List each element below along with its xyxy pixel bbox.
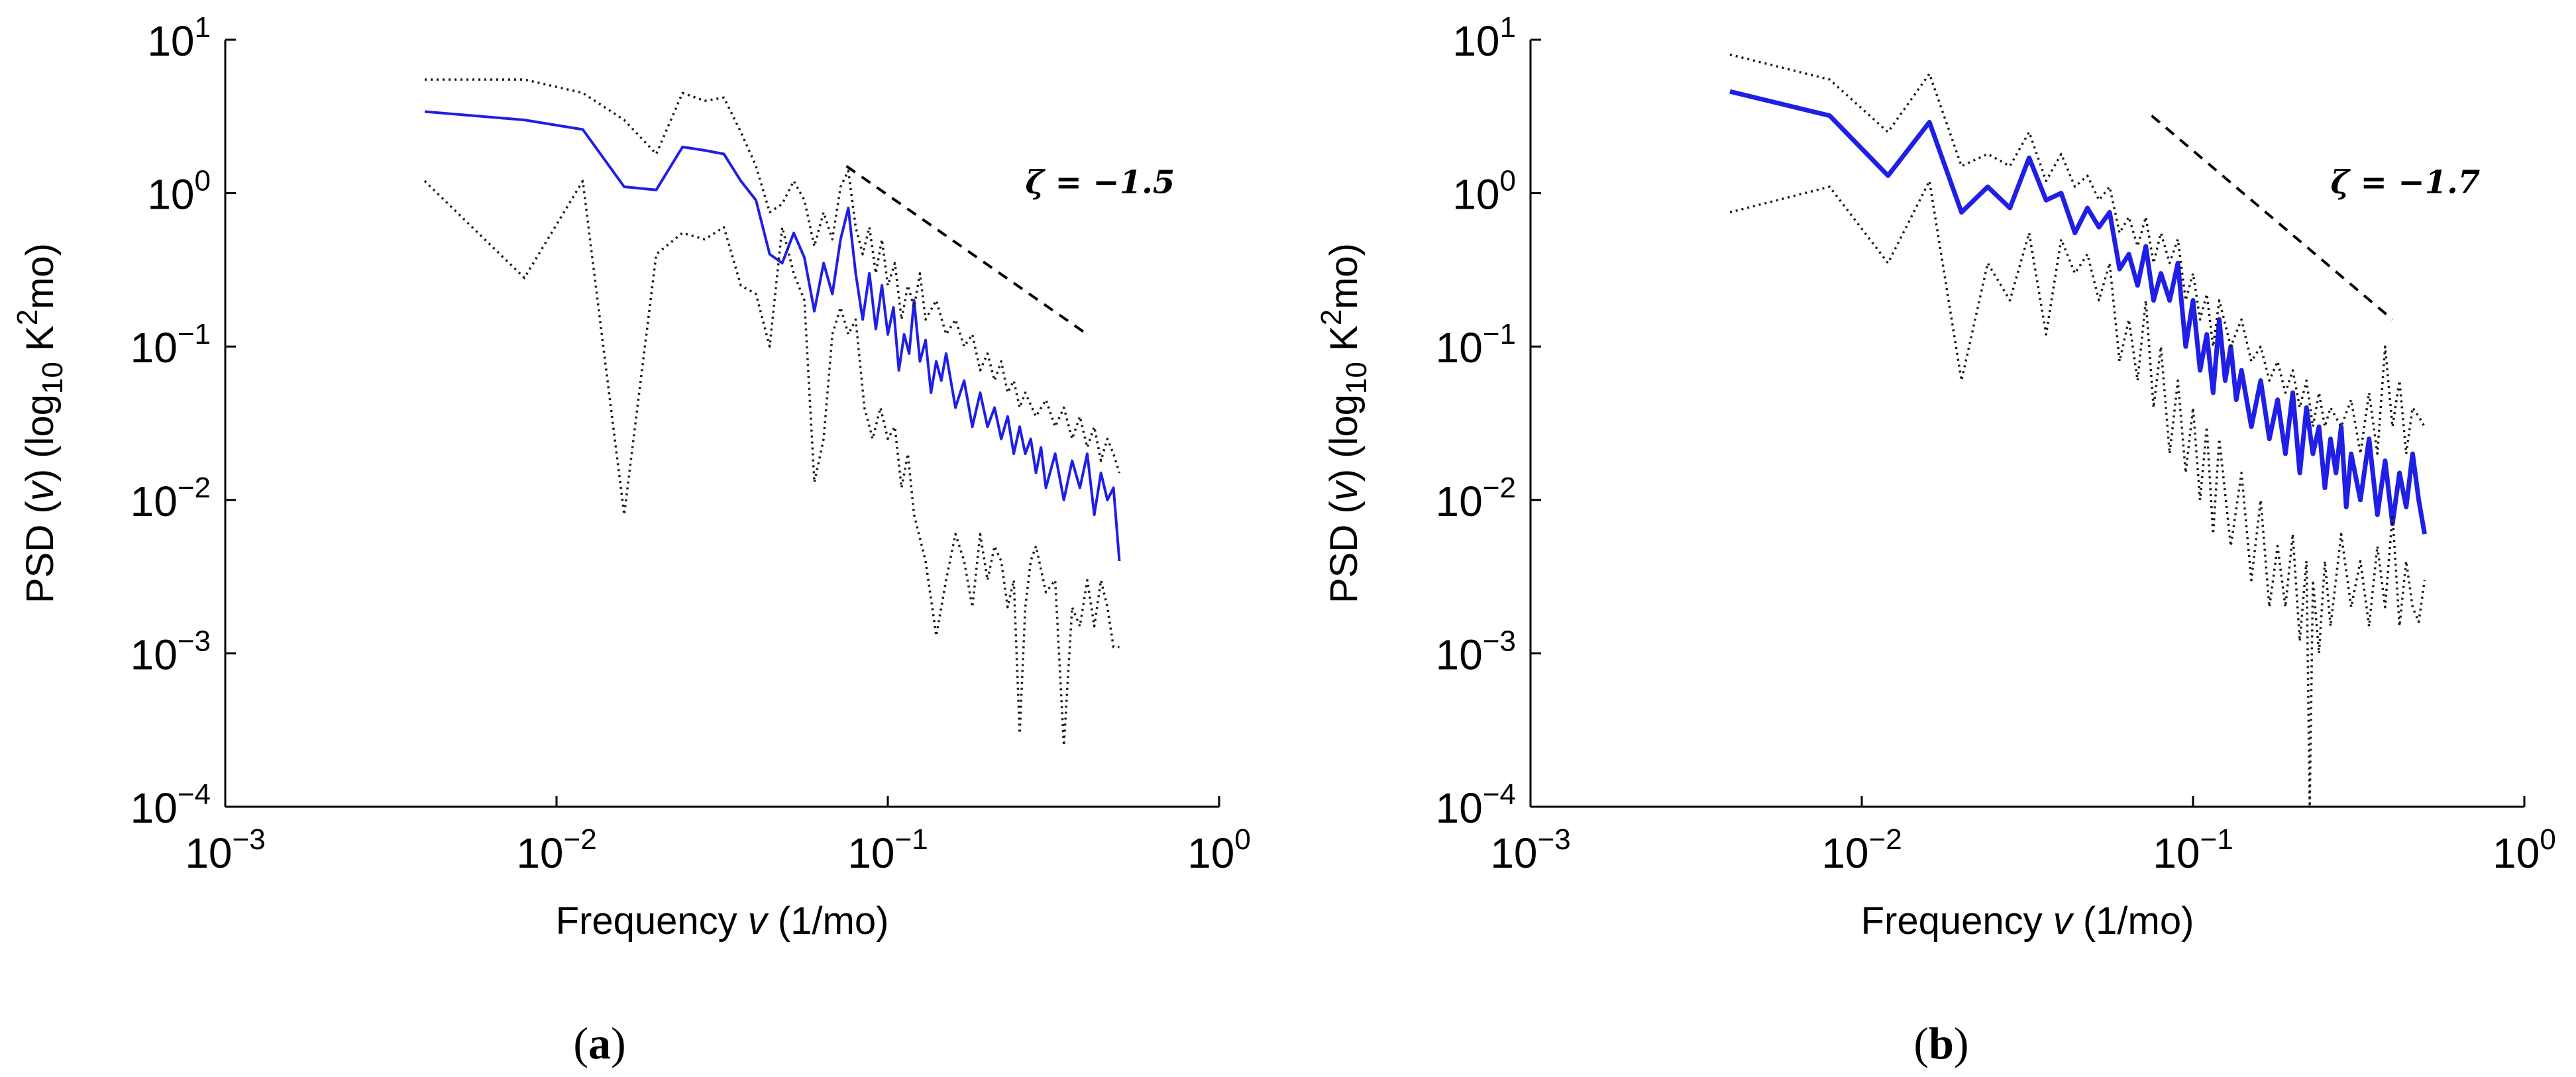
- y-tick-label: 10−4: [1436, 778, 1516, 832]
- series-line-bound: [1729, 53, 2426, 455]
- y-tick-label: 101: [147, 11, 211, 65]
- panel-b: 10−3 10−2 10−1 10010−410−310−210−1100101Fre…: [1315, 11, 2556, 1068]
- y-tick-label: 10−4: [131, 778, 211, 832]
- panel-a: 10−3 10−2 10−1 10010−410−310−210−1100101Fre…: [11, 11, 1251, 1068]
- x-axis-label: Frequency v (1/mo): [1861, 899, 2194, 943]
- y-tick-label: 10−1: [1436, 318, 1516, 372]
- y-tick-label: 10−2: [1436, 472, 1516, 525]
- panel-label: (b): [1913, 1018, 1968, 1068]
- y-tick-label: 10−3: [1436, 625, 1516, 678]
- series-line-psd: [424, 110, 1121, 562]
- x-tick-label: 10−1: [2153, 823, 2233, 877]
- series-line-bound: [423, 180, 1120, 747]
- x-tick-label: 10−2: [516, 823, 596, 877]
- slope-reference-line: [2151, 115, 2394, 321]
- y-tick-label: 101: [1452, 11, 1516, 65]
- slope-reference-line: [845, 165, 1089, 336]
- x-tick-label: 10−2: [1821, 823, 1902, 877]
- y-tick-label: 10−2: [131, 472, 211, 525]
- series-line-psd: [1729, 89, 2427, 535]
- y-axis-label: PSD (v) (log10 K2mo): [1315, 243, 1373, 603]
- slope-annotation: ζ = −1.7: [2330, 164, 2480, 201]
- x-axis-label: Frequency v (1/mo): [556, 899, 889, 943]
- y-tick-label: 10−1: [131, 318, 211, 372]
- series-line-bound: [1729, 180, 2426, 808]
- x-tick-label: 10−3: [1490, 823, 1570, 877]
- x-tick-label: 100: [2493, 823, 2556, 877]
- series-line-bound: [425, 78, 1121, 474]
- x-tick-label: 10−3: [185, 823, 265, 877]
- y-tick-label: 100: [147, 165, 211, 219]
- x-tick-label: 100: [1187, 823, 1251, 877]
- y-tick-label: 10−3: [131, 625, 211, 678]
- slope-annotation: ζ = −1.5: [1025, 164, 1175, 201]
- panel-label: (a): [573, 1018, 625, 1068]
- y-axis-label: PSD (v) (log10 K2mo): [11, 243, 69, 603]
- x-tick-label: 10−1: [847, 823, 928, 877]
- y-tick-label: 100: [1452, 165, 1516, 219]
